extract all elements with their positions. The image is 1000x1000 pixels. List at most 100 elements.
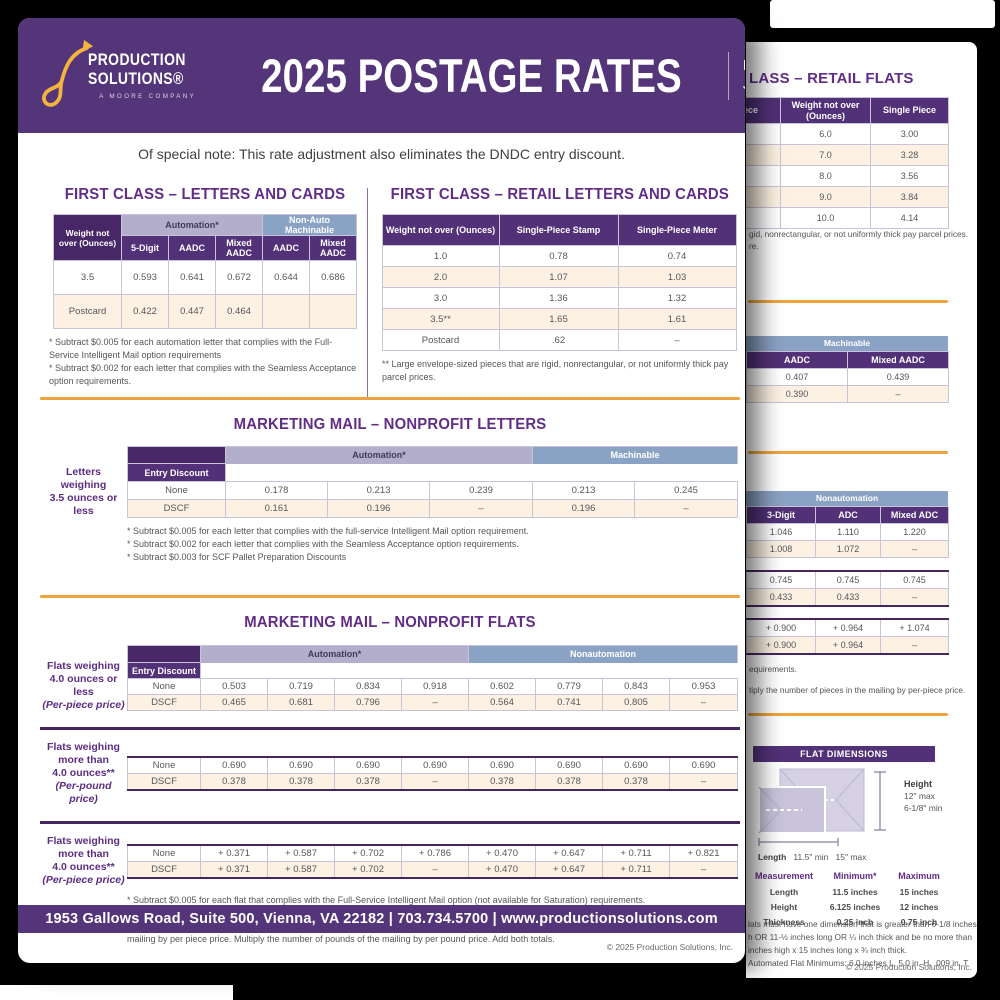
cell-value: Postcard <box>381 329 500 351</box>
row-label: None <box>127 678 201 695</box>
envelope-diagram <box>758 768 886 846</box>
footer-address-bar: 1953 Gallows Road, Suite 500, Vienna, VA… <box>18 905 745 933</box>
corner-header-blank <box>127 446 226 464</box>
table-row: Postcard 0.422 0.447 0.464 <box>53 294 357 329</box>
table-row: 0.390– <box>746 385 949 403</box>
cell-value: 0.672 <box>215 260 263 295</box>
table-row: DSCF 0.161 0.196–0.196– <box>127 499 739 518</box>
side-label-line: more than <box>58 754 109 766</box>
table-row: None 0.690 0.690 0.690 0.690 0.690 0.690 0.690 0… <box>127 756 738 774</box>
cell-value: 0.690 <box>602 756 670 774</box>
cell-value: 0.805 <box>602 694 670 711</box>
production-solutions-logo: PRODUCTION SOLUTIONS® A MOORE COMPANY <box>40 36 215 116</box>
cell-value: + 1.074 <box>880 618 949 637</box>
cell-value: 0.25 inch <box>836 916 874 927</box>
table-row: 3.0 1.36 1.32 <box>381 287 737 309</box>
cell-value: + 0.702 <box>334 844 402 862</box>
group-header-machinable: Machinable <box>531 446 739 464</box>
group-header-automation: Automation* <box>200 645 469 663</box>
stacked-sheet-bottom <box>0 985 233 1000</box>
cell-value: 0.593 <box>121 260 169 295</box>
column-header: Mixed AADC <box>847 351 949 369</box>
cell-value: 1.072 <box>815 540 881 558</box>
nonautomation-table-1: 3-Digit ADC Mixed ADC 1.046 1.110 1.220 1.008… <box>746 506 949 558</box>
cell-value <box>309 294 357 329</box>
group-header-nonauto: Non-Auto Machinable <box>262 214 357 236</box>
side-label: Flats weighing more than 4.0 ounces** (Per… <box>40 741 127 806</box>
side-label-line: Flats weighing <box>47 835 120 847</box>
divider-rule <box>748 713 948 716</box>
row-label: DSCF <box>127 694 201 711</box>
table-row: 0.745 0.745 0.745 <box>746 570 949 589</box>
divider-rule <box>40 595 740 598</box>
table-row: + 0.900 + 0.964 + 1.074 <box>746 618 949 637</box>
divider-rule <box>748 300 948 303</box>
cell-value: 0.239 <box>429 481 533 500</box>
side-label-line: 4.0 ounces or less <box>49 673 118 698</box>
note-fragment: Automated Flat Minimums: 6.0 inches L, 5… <box>748 958 969 968</box>
cell-value: 1.008 <box>746 540 816 558</box>
column-header: Mixed AADC <box>215 235 263 261</box>
cell-value: 9.0 <box>780 186 871 208</box>
cell-value: 1.03 <box>617 266 737 288</box>
cell-value: 1.220 <box>880 523 949 541</box>
column-header: Minimum* <box>833 871 877 881</box>
cell-value: 0.196 <box>327 499 430 518</box>
footnote: * Subtract $0.003 for SCF Pallet Prepara… <box>127 552 347 562</box>
cell-value: 1.07 <box>498 266 619 288</box>
note-fragment: lats must have one dimension that is gre… <box>748 919 977 929</box>
back-footnote-fragments: equirements. tiply the number of pieces i… <box>749 659 965 701</box>
footnote-fragment: gid, nonrectangular, or not uniformly th… <box>749 229 969 239</box>
cell-value: 0.690 <box>334 756 402 774</box>
length-dimension-label: Length 11.5" min 15" max <box>758 852 867 862</box>
cell-value: 0.779 <box>535 678 603 695</box>
cell-value <box>262 294 310 329</box>
cell-value: + 0.371 <box>200 860 268 878</box>
cell-value: + 0.786 <box>401 844 469 862</box>
nonautomation-group-header: Nonautomation <box>746 491 948 506</box>
side-label-line: weighing <box>60 479 107 491</box>
cell-value: 0.641 <box>168 260 216 295</box>
entry-discount-header: Entry Discount <box>127 463 226 482</box>
cell-value: – <box>880 588 949 607</box>
cell-value: 0.378 <box>267 773 335 791</box>
cell-value: .62 <box>498 329 619 351</box>
cell-value: 1.046 <box>746 523 816 541</box>
table-row: Length 11.5 inches 15 inches <box>748 884 948 899</box>
cell-value: 0.447 <box>168 294 216 329</box>
footnote-fragment: re. <box>749 241 759 251</box>
cell-value: 0.161 <box>225 499 328 518</box>
nonprofit-flats-table-1: Automation* Nonautomation Entry Discount… <box>127 645 738 711</box>
cell-value: 3.5** <box>381 308 500 330</box>
first-class-retail-column: FIRST CLASS – RETAIL LETTERS AND CARDS W… <box>378 186 740 388</box>
table-row: 3.5** 1.65 1.61 <box>381 308 737 330</box>
cell-value: 1.61 <box>617 308 737 330</box>
column-header: 5-Digit <box>121 235 169 261</box>
cell-value: Length <box>769 886 799 897</box>
cell-value: 4.14 <box>870 207 949 229</box>
cell-value: – <box>401 860 469 878</box>
table-row: None 0.178 0.213 0.239 0.213 0.245 <box>127 481 739 500</box>
cell-value: 6.125 inches <box>829 901 881 912</box>
footnote: * Subtract $0.005 for each flat that com… <box>127 895 646 905</box>
flat-dimension-notes: lats must have one dimension that is gre… <box>748 918 977 970</box>
cell-value: + 0.821 <box>669 844 738 862</box>
cell-value: 1.110 <box>815 523 881 541</box>
side-label: Flats weighing 4.0 ounces or less (Per-pi… <box>40 644 127 712</box>
group-header-automation: Automation* <box>121 214 263 236</box>
side-label-line: more than <box>58 848 109 860</box>
table-row: 2.0 1.07 1.03 <box>381 266 737 288</box>
cell-value: + 0.647 <box>535 844 603 862</box>
nonprofit-letters-section: MARKETING MAIL – NONPROFIT LETTERS Lette… <box>40 416 740 564</box>
cell-value: 0.843 <box>602 678 670 695</box>
table-row: 6.0 3.00 <box>746 123 949 145</box>
cell-value: 7.0 <box>780 144 871 166</box>
divider-rule <box>40 397 740 400</box>
column-header: Maximum <box>898 871 940 881</box>
cell-value: + 0.964 <box>815 636 881 655</box>
footnote: * Subtract $0.002 for each letter that c… <box>49 363 357 386</box>
table-row: 1.0 0.78 0.74 <box>381 245 737 267</box>
column-header: ADC <box>815 506 881 524</box>
cell-value: 0.503 <box>200 678 268 695</box>
cell-value: – <box>880 540 949 558</box>
